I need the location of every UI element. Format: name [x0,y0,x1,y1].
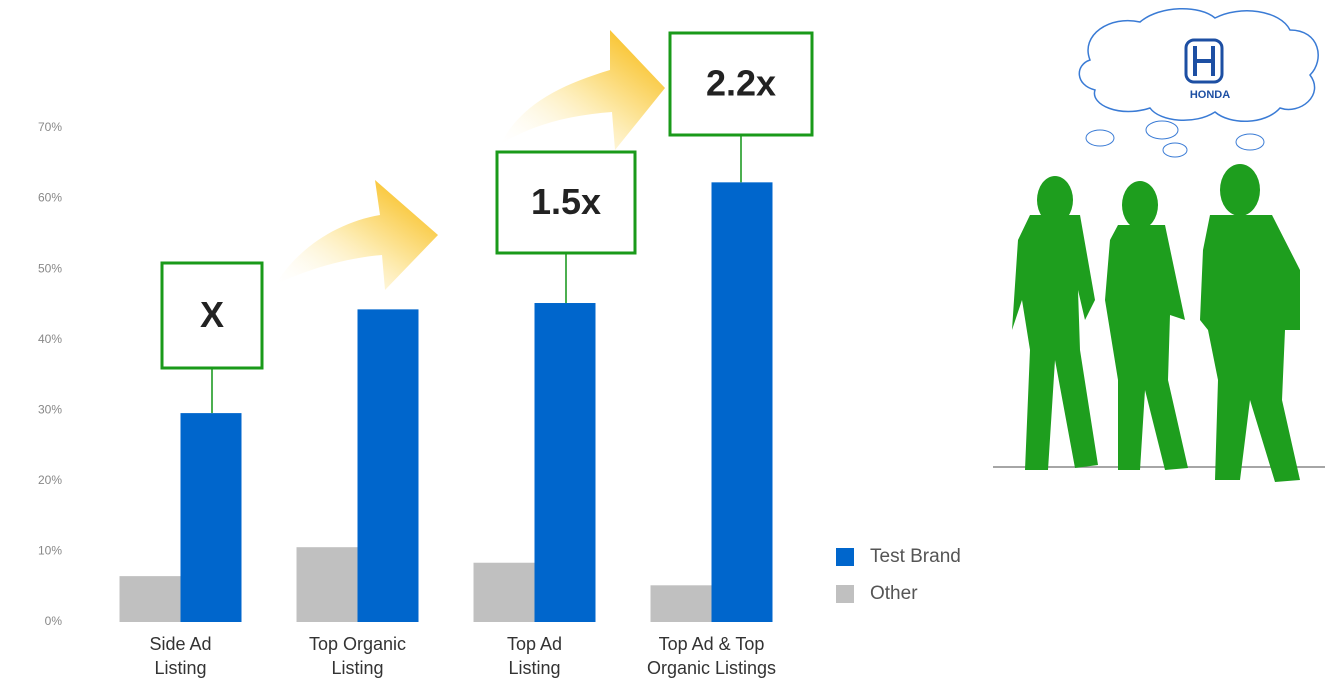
y-tick-label: 0% [45,614,63,628]
bar [535,303,596,622]
legend-swatch [836,585,854,603]
logo-text: HONDA [1190,89,1230,101]
legend-label: Other [870,583,918,604]
annotation-label: X [200,294,224,335]
annotation-label: 2.2x [706,63,776,104]
bar [358,309,419,622]
y-tick-label: 40% [38,332,62,346]
bar [712,182,773,622]
thought-bubble [1163,143,1187,157]
trend-arrow [275,180,438,290]
thought-bubble [1146,121,1178,139]
bar [120,576,181,622]
legend-label: Test Brand [870,546,961,567]
bar [651,585,712,622]
illustration: HONDA [993,9,1325,482]
y-tick-label: 70% [38,120,62,134]
y-tick-label: 60% [38,191,62,205]
x-tick-label: Side Ad Listing [136,632,226,680]
y-tick-label: 30% [38,402,62,416]
y-tick-label: 20% [38,473,62,487]
page: HONDA 0% 10% 20% 30% 40% 50% 60% 70% X 1.5x 2.2x Te… [0,0,1325,692]
legend-swatch [836,548,854,566]
bar [297,547,358,622]
y-tick-label: 10% [38,544,62,558]
annotation-label: 1.5x [531,181,601,222]
silhouettes [1012,164,1300,482]
chart: HONDA 0% 10% 20% 30% 40% 50% 60% 70% X 1.5x 2.2x Te… [0,0,1325,692]
x-tick-label: Top Organic Listing [303,632,413,680]
x-tick-label: Top Ad Listing [490,632,580,680]
thought-cloud [1079,9,1318,122]
bar [474,563,535,622]
thought-bubble [1086,130,1114,146]
trend-arrow [500,30,665,150]
thought-bubble [1236,134,1264,150]
bar [181,413,242,622]
y-tick-label: 50% [38,261,62,275]
x-tick-label: Top Ad & Top Organic Listings [627,632,797,680]
